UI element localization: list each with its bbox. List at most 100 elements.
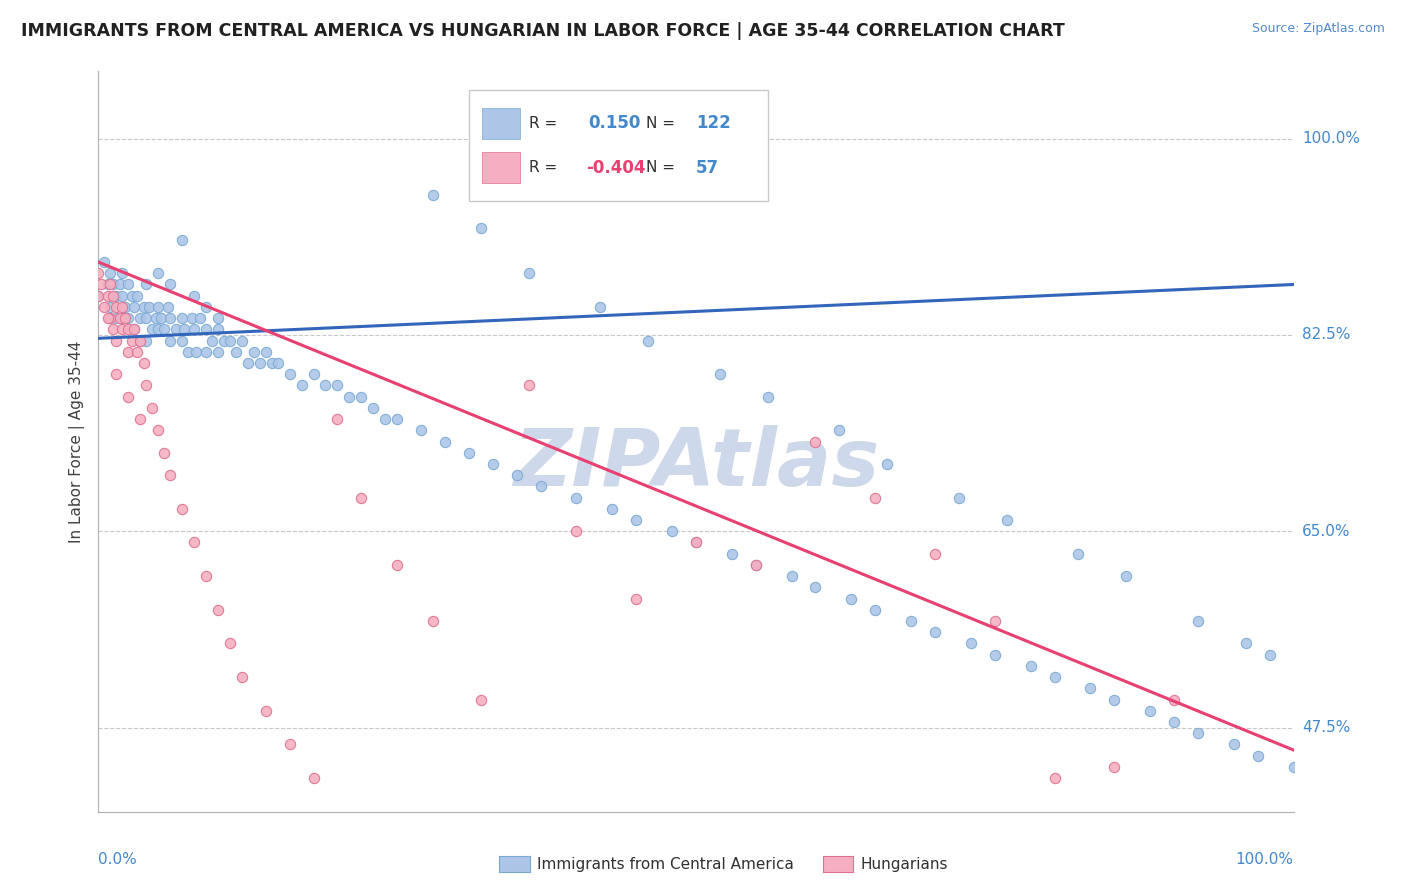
Point: [148, 266, 170, 280]
Point: [183, 322, 205, 336]
Text: 122: 122: [696, 114, 731, 132]
Point: [173, 322, 195, 336]
Point: [97, 277, 120, 292]
Point: [124, 322, 146, 336]
Point: [458, 446, 481, 460]
Point: [87, 289, 110, 303]
Point: [201, 334, 224, 348]
Point: [350, 390, 373, 404]
Point: [111, 322, 134, 336]
Point: [117, 322, 139, 336]
Point: [780, 569, 803, 583]
Point: [481, 457, 505, 471]
Point: [948, 491, 970, 505]
Point: [159, 311, 181, 326]
Point: [804, 580, 827, 594]
Point: [97, 289, 120, 303]
Point: [302, 771, 325, 785]
Point: [530, 479, 553, 493]
Point: [517, 266, 540, 280]
Point: [350, 491, 373, 505]
Point: [434, 434, 457, 449]
Point: [111, 300, 134, 314]
Point: [1234, 636, 1257, 650]
Point: [517, 378, 540, 392]
Point: [105, 368, 128, 382]
Point: [108, 311, 131, 326]
Point: [156, 300, 179, 314]
Point: [153, 322, 176, 336]
Point: [149, 311, 172, 326]
Point: [159, 334, 181, 348]
Text: 57: 57: [696, 159, 718, 177]
Point: [186, 344, 208, 359]
Point: [984, 614, 1007, 628]
Text: N =: N =: [645, 116, 679, 131]
Point: [141, 401, 163, 415]
Point: [756, 390, 779, 404]
Text: 100.0%: 100.0%: [1236, 853, 1294, 867]
Point: [114, 311, 136, 326]
Point: [1223, 738, 1246, 752]
Point: [124, 322, 146, 336]
Point: [1067, 547, 1090, 561]
Point: [219, 334, 242, 348]
Point: [114, 300, 136, 314]
Point: [254, 344, 277, 359]
Point: [159, 277, 181, 292]
Point: [249, 356, 271, 370]
Point: [145, 311, 167, 326]
Point: [924, 547, 946, 561]
Point: [105, 300, 128, 314]
Point: [124, 300, 146, 314]
Text: 0.0%: 0.0%: [98, 853, 138, 867]
Point: [924, 625, 946, 640]
Point: [159, 468, 181, 483]
Point: [111, 266, 134, 280]
Text: ZIPAtlas: ZIPAtlas: [513, 425, 879, 503]
Point: [101, 322, 124, 336]
Point: [278, 368, 301, 382]
Point: [1187, 614, 1209, 628]
Point: [865, 491, 887, 505]
Point: [93, 300, 115, 314]
Point: [225, 344, 247, 359]
Point: [315, 378, 337, 392]
Point: [98, 300, 122, 314]
Point: [374, 412, 396, 426]
Point: [260, 356, 283, 370]
Point: [626, 513, 648, 527]
Point: [121, 289, 143, 303]
Point: [132, 300, 155, 314]
Point: [105, 334, 128, 348]
Point: [1247, 748, 1270, 763]
Point: [385, 412, 409, 426]
Point: [207, 344, 229, 359]
Point: [105, 289, 128, 303]
Point: [602, 501, 624, 516]
Point: [141, 322, 163, 336]
Point: [422, 187, 444, 202]
Point: [339, 390, 361, 404]
Point: [98, 277, 122, 292]
Point: [132, 356, 155, 370]
Point: [1163, 714, 1185, 729]
Point: [172, 233, 194, 247]
FancyBboxPatch shape: [482, 108, 520, 139]
Point: [87, 266, 110, 280]
Point: [219, 636, 242, 650]
Point: [626, 591, 648, 606]
Point: [165, 322, 187, 336]
Point: [411, 423, 433, 437]
Point: [565, 491, 588, 505]
Point: [984, 648, 1007, 662]
Text: R =: R =: [529, 116, 562, 131]
Point: [117, 344, 139, 359]
Point: [148, 322, 170, 336]
Point: [135, 311, 157, 326]
Point: [385, 558, 409, 572]
Point: [470, 221, 492, 235]
Point: [326, 378, 349, 392]
Point: [637, 334, 659, 348]
Point: [267, 356, 290, 370]
